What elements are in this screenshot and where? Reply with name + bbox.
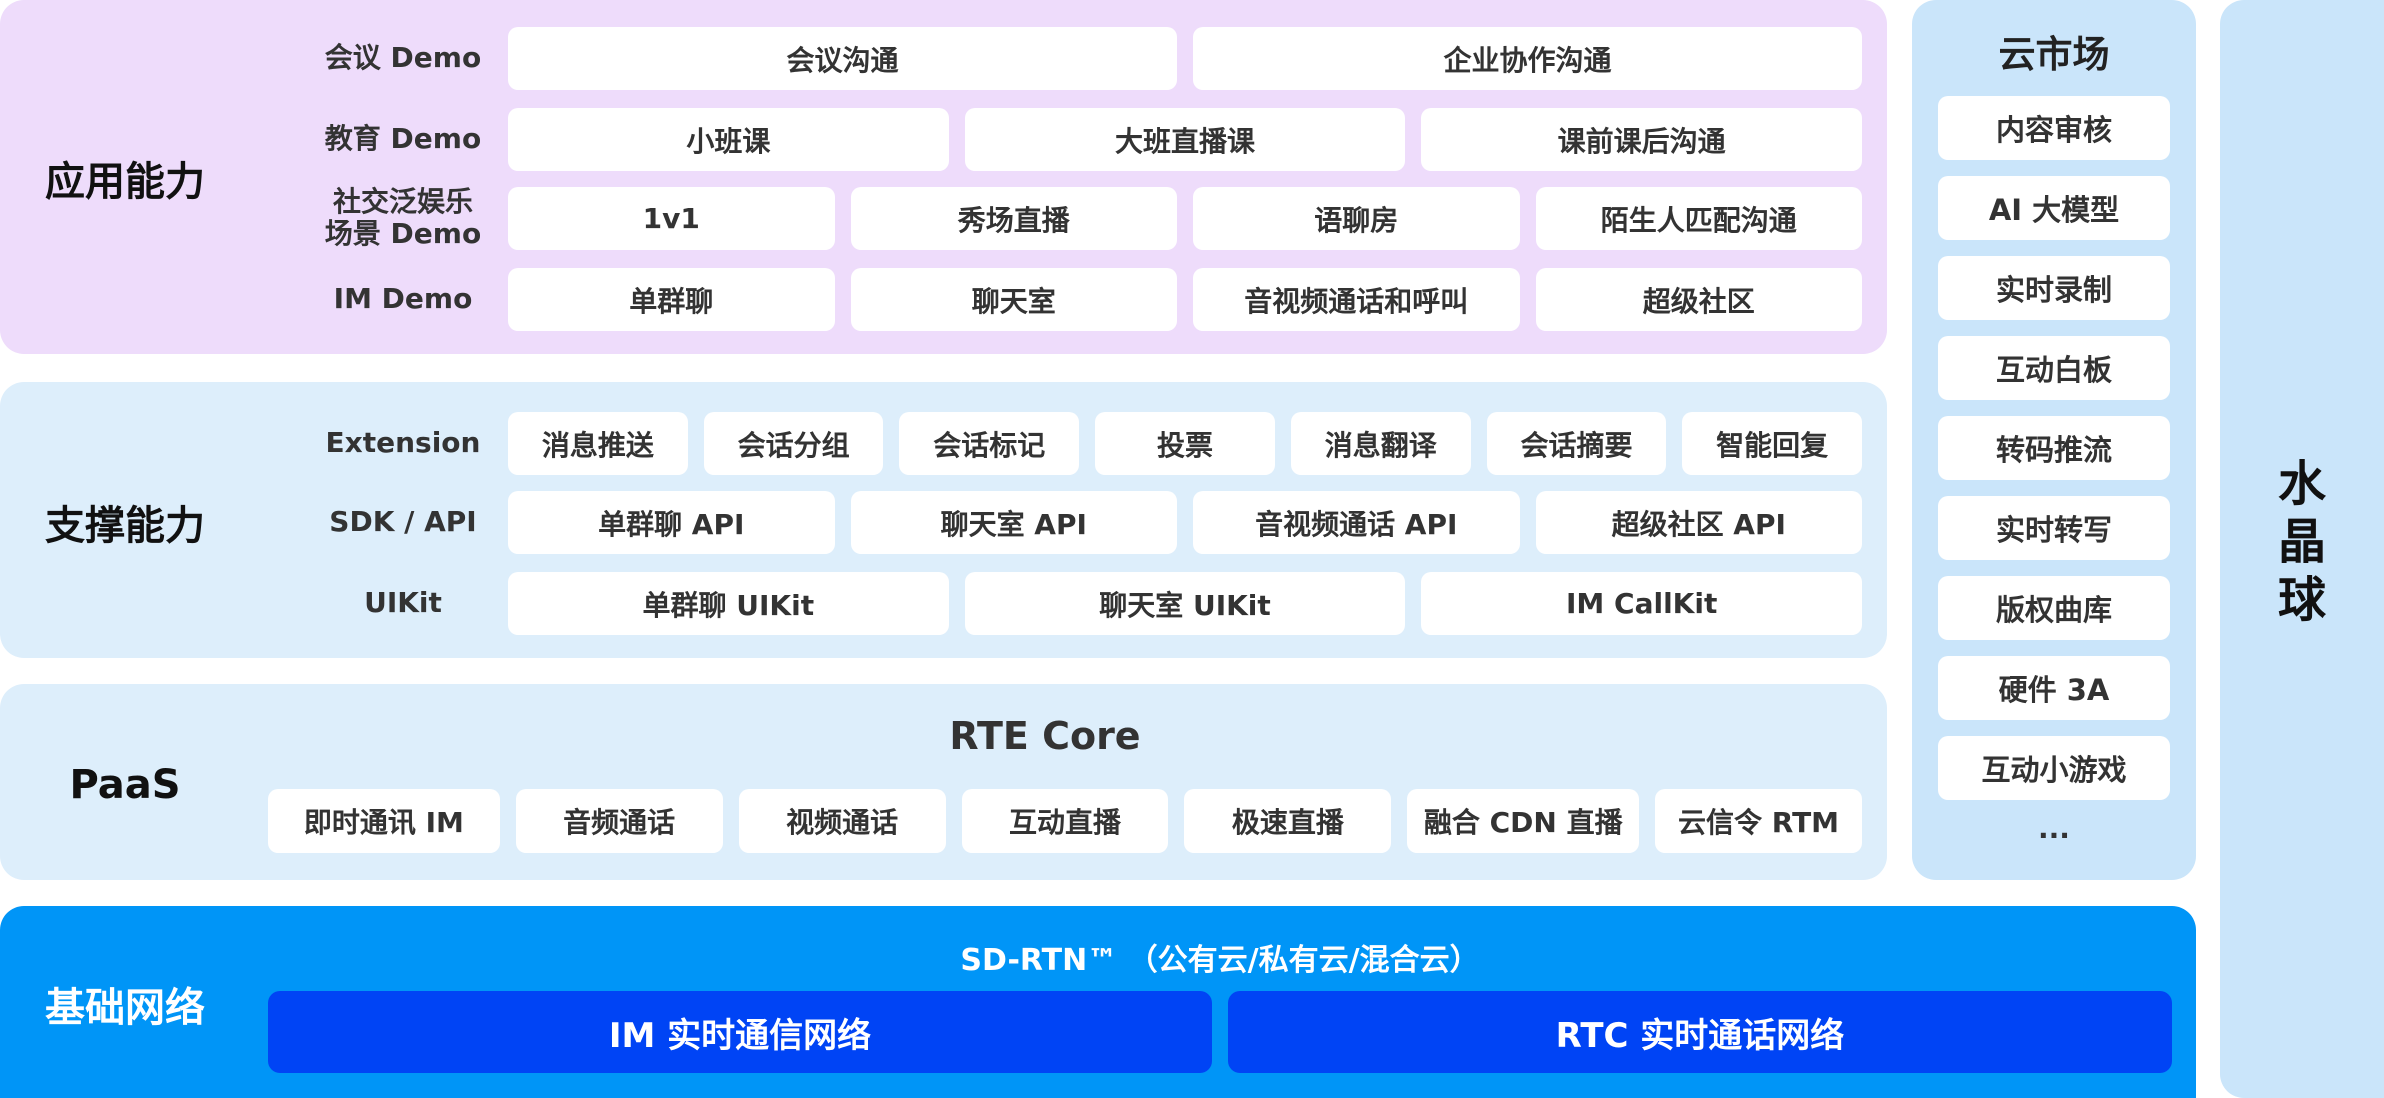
cloud-market-item[interactable]: AI 大模型 bbox=[1938, 176, 2170, 240]
cloud-market-item[interactable]: 实时转写 bbox=[1938, 496, 2170, 560]
app-cell[interactable]: 企业协作沟通 bbox=[1193, 27, 1862, 90]
support-cell[interactable]: 单群聊 API bbox=[508, 491, 835, 554]
support-cell[interactable]: 音视频通话 API bbox=[1193, 491, 1520, 554]
app-cell[interactable]: 音视频通话和呼叫 bbox=[1193, 268, 1520, 331]
support-cell[interactable]: 会话标记 bbox=[899, 412, 1080, 475]
app-layer-title: 应用能力 bbox=[45, 159, 205, 205]
support-cell[interactable]: 超级社区 API bbox=[1535, 491, 1862, 554]
rte-core-modules: 即时通讯 IM 音频通话 视频通话 互动直播 极速直播 融合 CDN 直播 云信令 RTM bbox=[268, 789, 1862, 853]
app-row: 小班课 大班直播课 课前课后沟通 bbox=[508, 108, 1863, 171]
app-row: 1v1 秀场直播 语聊房 陌生人匹配沟通 bbox=[508, 187, 1862, 250]
app-cell[interactable]: 秀场直播 bbox=[850, 187, 1177, 250]
app-cell[interactable]: 大班直播课 bbox=[964, 108, 1406, 171]
support-cell[interactable]: 智能回复 bbox=[1682, 412, 1863, 475]
paas-module-cell[interactable]: 互动直播 bbox=[961, 789, 1169, 853]
paas-module-cell[interactable]: 即时通讯 IM bbox=[268, 789, 500, 853]
app-cell[interactable]: 1v1 bbox=[508, 187, 835, 250]
support-cell[interactable]: 聊天室 API bbox=[850, 491, 1177, 554]
cloud-market-item[interactable]: 互动小游戏 bbox=[1938, 736, 2170, 800]
support-cell[interactable]: 会话摘要 bbox=[1486, 412, 1667, 475]
cloud-market-item[interactable]: 内容审核 bbox=[1938, 96, 2170, 160]
cloud-market-item[interactable]: 版权曲库 bbox=[1938, 576, 2170, 640]
network-cell[interactable]: RTC 实时通话网络 bbox=[1228, 991, 2172, 1073]
network-cells: IM 实时通信网络 RTC 实时通话网络 bbox=[268, 991, 2172, 1073]
support-cell[interactable]: 消息推送 bbox=[508, 412, 688, 475]
support-row-label: SDK / API bbox=[329, 505, 477, 538]
support-row-label: UIKit bbox=[364, 586, 442, 619]
cloud-market-title: 云市场 bbox=[1998, 33, 2110, 76]
support-cell[interactable]: 单群聊 UIKit bbox=[508, 572, 949, 635]
support-row: 单群聊 UIKit 聊天室 UIKit IM CallKit bbox=[508, 572, 1863, 635]
support-layer-title: 支撑能力 bbox=[45, 503, 205, 549]
cloud-market-item[interactable]: 实时录制 bbox=[1938, 256, 2170, 320]
support-cell[interactable]: 投票 bbox=[1095, 412, 1275, 475]
rte-core-title: RTE Core bbox=[949, 714, 1141, 758]
cloud-market-item[interactable]: 互动白板 bbox=[1938, 336, 2170, 400]
app-cell[interactable]: 课前课后沟通 bbox=[1421, 108, 1863, 171]
paas-module-cell[interactable]: 融合 CDN 直播 bbox=[1407, 789, 1640, 853]
sd-rtn-title: SD-RTN™ （公有云/私有云/混合云） bbox=[960, 943, 1480, 978]
paas-module-cell[interactable]: 云信令 RTM bbox=[1655, 789, 1862, 853]
app-cell[interactable]: 聊天室 bbox=[850, 268, 1177, 331]
support-cell[interactable]: 聊天室 UIKit bbox=[964, 572, 1406, 635]
crystal-ball-panel: 水晶球 bbox=[2220, 0, 2384, 1098]
app-cell[interactable]: 语聊房 bbox=[1193, 187, 1520, 250]
paas-module-cell[interactable]: 音频通话 bbox=[515, 789, 723, 853]
support-row: 消息推送 会话分组 会话标记 投票 消息翻译 会话摘要 智能回复 bbox=[508, 412, 1863, 475]
app-cell[interactable]: 超级社区 bbox=[1535, 268, 1862, 331]
app-cell[interactable]: 小班课 bbox=[508, 108, 949, 171]
support-row: 单群聊 API 聊天室 API 音视频通话 API 超级社区 API bbox=[508, 491, 1862, 554]
cloud-market-more: ... bbox=[2038, 812, 2070, 845]
cloud-market-item[interactable]: 硬件 3A bbox=[1938, 656, 2170, 720]
app-cell[interactable]: 陌生人匹配沟通 bbox=[1535, 187, 1862, 250]
app-row-label: 会议 Demo bbox=[324, 41, 482, 74]
network-layer-title: 基础网络 bbox=[45, 985, 205, 1031]
paas-module-cell[interactable]: 视频通话 bbox=[738, 789, 946, 853]
app-cell[interactable]: 会议沟通 bbox=[508, 27, 1177, 90]
paas-layer-title: PaaS bbox=[69, 762, 181, 808]
support-cell[interactable]: 消息翻译 bbox=[1290, 412, 1471, 475]
cloud-market-item[interactable]: 转码推流 bbox=[1938, 416, 2170, 480]
app-row: 会议沟通 企业协作沟通 bbox=[508, 27, 1862, 90]
paas-module-cell[interactable]: 极速直播 bbox=[1184, 789, 1392, 853]
app-cell[interactable]: 单群聊 bbox=[508, 268, 835, 331]
support-cell[interactable]: IM CallKit bbox=[1421, 572, 1863, 635]
support-row-label: Extension bbox=[325, 426, 481, 459]
app-row-label: 社交泛娱乐 场景 Demo bbox=[324, 185, 482, 250]
app-row-label: IM Demo bbox=[333, 282, 473, 315]
support-cell[interactable]: 会话分组 bbox=[703, 412, 884, 475]
app-row: 单群聊 聊天室 音视频通话和呼叫 超级社区 bbox=[508, 268, 1862, 331]
crystal-ball-title: 水晶球 bbox=[2277, 456, 2326, 628]
app-row-label: 教育 Demo bbox=[324, 122, 482, 155]
network-cell[interactable]: IM 实时通信网络 bbox=[268, 991, 1212, 1073]
